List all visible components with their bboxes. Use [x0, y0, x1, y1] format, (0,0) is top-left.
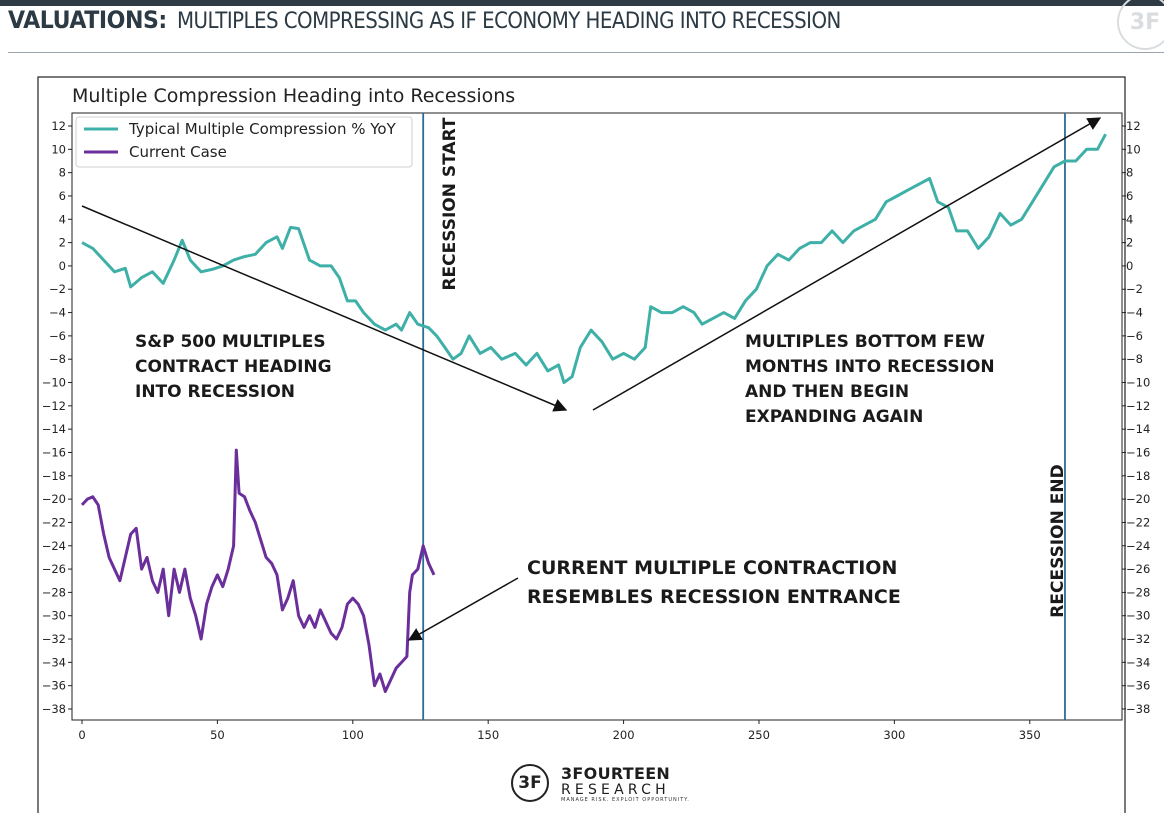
recession-label: RECESSION END — [1048, 464, 1068, 617]
x-tick-label: 150 — [477, 728, 499, 742]
y-tick-label-right: −34 — [1126, 655, 1150, 669]
annotation-left: S&P 500 MULTIPLES — [135, 332, 326, 352]
y-tick-label: −28 — [42, 585, 66, 599]
y-tick-label: −12 — [42, 399, 66, 413]
page-header: VALUATIONS: MULTIPLES COMPRESSING AS IF … — [8, 6, 914, 40]
y-tick-label-right: −14 — [1126, 422, 1150, 436]
y-tick-label: −18 — [42, 469, 66, 483]
x-tick-label: 200 — [613, 728, 635, 742]
top-bar — [0, 0, 1164, 6]
y-tick-label: −26 — [42, 562, 66, 576]
y-tick-label-right: −4 — [1126, 306, 1143, 320]
annotation-bottom: RESEMBLES RECESSION ENTRANCE — [527, 586, 901, 608]
y-tick-label-right: 6 — [1126, 189, 1133, 203]
y-tick-label: −14 — [42, 422, 66, 436]
y-tick-label-right: 4 — [1126, 212, 1133, 226]
brand-sub: RESEARCH — [561, 782, 670, 798]
y-tick-label-right: −22 — [1126, 515, 1150, 529]
y-tick-label-right: −10 — [1126, 376, 1150, 390]
series-line-current — [80, 448, 436, 693]
y-tick-label: 2 — [59, 236, 66, 250]
annotation-arrow — [592, 117, 1102, 411]
x-tick-label: 0 — [78, 728, 85, 742]
annotation-bottom: CURRENT MULTIPLE CONTRACTION — [527, 557, 897, 579]
y-tick-label: −32 — [42, 632, 66, 646]
y-tick-label-right: −2 — [1126, 282, 1143, 296]
annotation-right: AND THEN BEGIN — [745, 382, 909, 402]
recession-label: RECESSION START — [440, 117, 460, 290]
legend-label: Current Case — [129, 143, 227, 161]
y-tick-label-right: 8 — [1126, 166, 1133, 180]
annotation-right: EXPANDING AGAIN — [745, 407, 923, 427]
annotation-right: MULTIPLES BOTTOM FEW — [745, 332, 985, 352]
y-tick-label-right: −32 — [1126, 632, 1150, 646]
axes-frame — [71, 112, 1123, 721]
y-tick-label: −10 — [42, 376, 66, 390]
y-tick-label-right: −18 — [1126, 469, 1150, 483]
y-tick-label: 6 — [59, 189, 66, 203]
y-tick-label: −38 — [42, 702, 66, 716]
y-tick-label-right: 12 — [1126, 119, 1141, 133]
y-tick-label: −36 — [42, 679, 66, 693]
y-tick-label-right: −30 — [1126, 609, 1150, 623]
y-tick-label-right: 0 — [1126, 259, 1133, 273]
x-tick-label: 250 — [748, 728, 770, 742]
y-tick-label-right: −38 — [1126, 702, 1150, 716]
corner-logo-icon: 3F — [1117, 0, 1164, 50]
legend-box — [75, 116, 413, 168]
annotation-arrow — [407, 577, 519, 641]
y-tick-label: −4 — [49, 306, 66, 320]
brand-logo: 3F 3FOURTEEN RESEARCH MANAGE RISK. EXPLO… — [511, 762, 691, 808]
y-tick-label: 12 — [51, 119, 66, 133]
y-tick-label: −34 — [42, 655, 66, 669]
x-tick-label: 350 — [1019, 728, 1041, 742]
y-tick-label: 10 — [51, 142, 66, 156]
brand-tagline: MANAGE RISK. EXPLOIT OPPORTUNITY. — [561, 797, 690, 803]
y-tick-label: 4 — [59, 212, 66, 226]
y-tick-label: 8 — [59, 166, 66, 180]
header-title: MULTIPLES COMPRESSING AS IF ECONOMY HEAD… — [176, 9, 841, 34]
y-tick-label: −16 — [42, 445, 66, 459]
y-tick-label-right: −16 — [1126, 445, 1150, 459]
header-divider — [8, 52, 1164, 53]
header-strong: VALUATIONS: — [8, 6, 167, 34]
y-tick-label-right: −24 — [1126, 539, 1150, 553]
y-tick-label-right: −36 — [1126, 679, 1150, 693]
chart-title: Multiple Compression Heading into Recess… — [72, 85, 515, 107]
annotation-arrow — [81, 205, 568, 412]
x-tick-label: 300 — [883, 728, 905, 742]
x-tick-label: 100 — [342, 728, 364, 742]
chart-frame — [37, 76, 1126, 813]
x-tick-label: 50 — [210, 728, 225, 742]
brand-name: 3FOURTEEN — [561, 764, 671, 783]
y-tick-label: −30 — [42, 609, 66, 623]
annotation-left: CONTRACT HEADING — [135, 357, 332, 377]
y-tick-label-right: −20 — [1126, 492, 1150, 506]
y-tick-label-right: 2 — [1126, 236, 1133, 250]
y-tick-label: −24 — [42, 539, 66, 553]
annotation-right: MONTHS INTO RECESSION — [745, 357, 995, 377]
y-tick-label-right: −8 — [1126, 352, 1143, 366]
y-tick-label: −20 — [42, 492, 66, 506]
y-tick-label: −8 — [49, 352, 66, 366]
brand-mark-icon: 3F — [511, 764, 549, 802]
y-tick-label: −22 — [42, 515, 66, 529]
y-tick-label: 0 — [59, 259, 66, 273]
y-tick-label: −6 — [49, 329, 66, 343]
annotation-left: INTO RECESSION — [135, 382, 295, 402]
y-tick-label-right: −12 — [1126, 399, 1150, 413]
legend: Typical Multiple Compression % YoY Curren… — [75, 116, 413, 168]
series-line-typical — [81, 133, 1107, 384]
y-tick-label-right: −26 — [1126, 562, 1150, 576]
y-tick-label: −2 — [49, 282, 66, 296]
y-tick-label-right: −6 — [1126, 329, 1143, 343]
y-tick-label-right: 10 — [1126, 142, 1141, 156]
y-tick-label-right: −28 — [1126, 585, 1150, 599]
legend-label: Typical Multiple Compression % YoY — [128, 120, 397, 138]
